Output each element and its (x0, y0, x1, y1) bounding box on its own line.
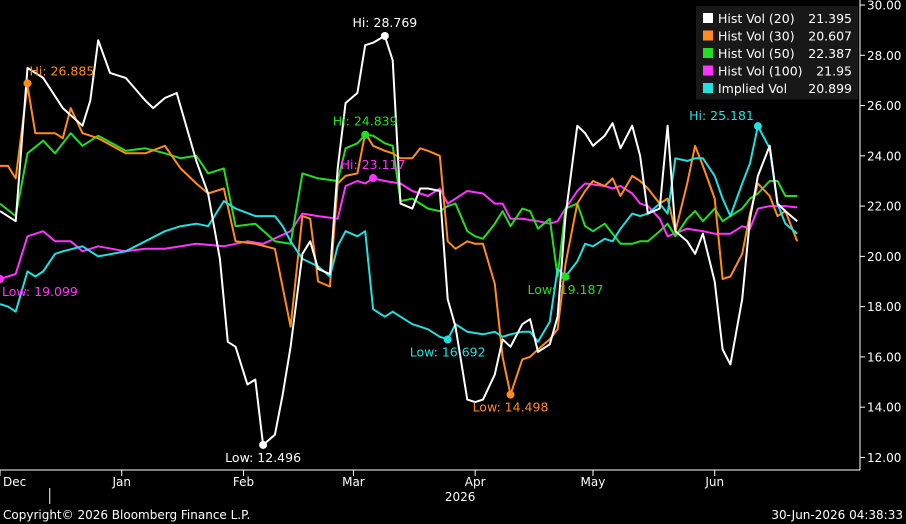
y-tick-label: 18.00 (867, 300, 901, 314)
annotation-label: Low: 19.187 (528, 282, 604, 297)
legend-series-value: 21.95 (816, 64, 852, 79)
annotation-label: Low: 14.498 (473, 400, 549, 415)
annotation-marker (753, 122, 762, 131)
annotation-marker (369, 174, 378, 183)
annotation-label: Low: 16.692 (410, 345, 486, 360)
legend-swatch (703, 30, 713, 41)
annotation-marker (443, 335, 452, 344)
annotation-marker (361, 130, 370, 139)
legend-series-name: Hist Vol (30) (718, 29, 795, 44)
y-tick-label: 28.00 (867, 49, 901, 63)
annotation-label: Hi: 24.839 (333, 114, 398, 129)
legend-swatch (703, 13, 713, 23)
legend-swatch (703, 65, 713, 76)
legend-series-value: 21.395 (808, 11, 852, 26)
copyright-text: Copyright© 2026 Bloomberg Finance L.P. (3, 508, 250, 522)
legend-series-name: Implied Vol (718, 81, 787, 96)
legend-series-value: 20.607 (808, 29, 852, 44)
annotation-label: Hi: 23.117 (341, 157, 406, 172)
x-axis: Dec Jan Feb Mar Apr May Jun 2026 (0, 469, 860, 504)
annotation-marker (0, 275, 4, 284)
series-line-2 (0, 132, 798, 278)
annotation-marker (561, 272, 570, 281)
series-line-3 (0, 177, 798, 280)
annotation-marker (23, 79, 32, 88)
y-axis: 12.00 14.00 16.00 18.00 20.00 22.00 24.00 26.00… (859, 0, 901, 470)
y-tick-label: 16.00 (867, 350, 901, 364)
y-tick-label: 22.00 (867, 200, 901, 214)
legend-series-name: Hist Vol (20) (718, 11, 795, 26)
legend: Hist Vol (20) 21.395 Hist Vol (30) 20.607 Hi… (696, 6, 858, 100)
legend-box (696, 6, 858, 100)
series-line-0 (0, 34, 798, 446)
x-tick-label: Apr (465, 475, 486, 489)
annotation-label: Hi: 26.885 (29, 63, 94, 78)
y-tick-label: 26.00 (867, 99, 901, 113)
x-tick-label: Jan (111, 475, 131, 489)
y-tick-label: 14.00 (867, 401, 901, 415)
legend-series-name: Hist Vol (50) (718, 46, 795, 61)
legend-series-value: 22.387 (808, 46, 852, 61)
annotation-layer: Hi: 28.769 Low: 12.496 Hi: 26.885 Low: 14.4… (0, 15, 762, 465)
annotation-marker (259, 440, 268, 449)
legend-series-name: Hist Vol (100) (718, 64, 803, 79)
timestamp-text: 30-Jun-2026 04:38:33 (771, 508, 903, 522)
year-label: 2026 (445, 490, 476, 504)
annotation-marker (506, 390, 515, 399)
legend-series-value: 20.899 (808, 81, 852, 96)
annotation-marker (380, 31, 389, 40)
y-tick-label: 30.00 (867, 0, 901, 13)
x-tick-label: Mar (342, 475, 365, 489)
x-tick-label: Feb (233, 475, 254, 489)
x-tick-label: May (581, 475, 606, 489)
legend-swatch (703, 83, 713, 93)
series-line-1 (0, 84, 799, 396)
y-tick-label: 24.00 (867, 149, 901, 163)
annotation-label: Low: 19.099 (2, 284, 78, 299)
y-tick-label: 12.00 (867, 451, 901, 465)
annotation-label: Hi: 28.769 (352, 15, 417, 30)
legend-swatch (703, 48, 713, 58)
x-tick-label: Jun (704, 475, 724, 489)
x-tick-label: Dec (3, 475, 26, 489)
annotation-label: Low: 12.496 (225, 450, 301, 465)
annotation-label: Hi: 25.181 (689, 108, 754, 123)
y-tick-label: 20.00 (867, 250, 901, 264)
